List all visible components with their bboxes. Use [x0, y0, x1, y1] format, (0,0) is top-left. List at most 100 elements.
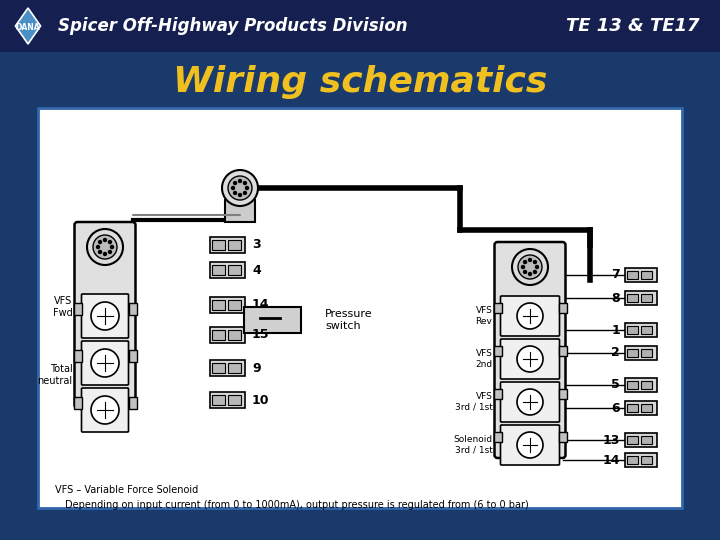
Circle shape	[87, 229, 123, 265]
FancyBboxPatch shape	[559, 432, 567, 442]
FancyBboxPatch shape	[627, 294, 638, 302]
FancyBboxPatch shape	[641, 326, 652, 334]
FancyBboxPatch shape	[228, 300, 241, 310]
FancyBboxPatch shape	[212, 395, 225, 405]
Circle shape	[243, 192, 246, 194]
FancyBboxPatch shape	[210, 297, 245, 313]
FancyBboxPatch shape	[210, 262, 245, 278]
Circle shape	[96, 246, 99, 248]
Circle shape	[521, 266, 524, 268]
Circle shape	[104, 239, 107, 241]
FancyBboxPatch shape	[0, 0, 720, 52]
Text: 8: 8	[611, 292, 620, 305]
Circle shape	[528, 273, 531, 275]
FancyBboxPatch shape	[641, 271, 652, 279]
FancyBboxPatch shape	[625, 433, 657, 447]
FancyBboxPatch shape	[128, 303, 137, 315]
Circle shape	[523, 271, 526, 273]
FancyBboxPatch shape	[559, 389, 567, 399]
Text: 14: 14	[252, 299, 269, 312]
FancyBboxPatch shape	[627, 381, 638, 389]
FancyBboxPatch shape	[38, 108, 682, 508]
Circle shape	[91, 349, 119, 377]
Text: VFS
2nd: VFS 2nd	[475, 349, 492, 369]
FancyBboxPatch shape	[210, 392, 245, 408]
FancyBboxPatch shape	[228, 265, 241, 275]
Text: 4: 4	[252, 264, 261, 276]
Text: VFS
Rev: VFS Rev	[476, 306, 492, 326]
FancyBboxPatch shape	[625, 346, 657, 360]
Text: 15: 15	[252, 328, 269, 341]
FancyBboxPatch shape	[627, 436, 638, 444]
Circle shape	[517, 432, 543, 458]
FancyBboxPatch shape	[625, 378, 657, 392]
Text: 10: 10	[252, 394, 269, 407]
FancyBboxPatch shape	[212, 330, 225, 340]
Text: Solenoid
3rd / 1st: Solenoid 3rd / 1st	[454, 435, 492, 455]
FancyBboxPatch shape	[210, 237, 245, 253]
Circle shape	[222, 170, 258, 206]
Circle shape	[109, 240, 112, 244]
FancyBboxPatch shape	[627, 326, 638, 334]
Circle shape	[233, 192, 237, 194]
Circle shape	[238, 179, 241, 183]
FancyBboxPatch shape	[225, 200, 255, 222]
Circle shape	[523, 261, 526, 264]
Text: Spicer Off-Highway Products Division: Spicer Off-Highway Products Division	[58, 17, 408, 35]
FancyBboxPatch shape	[495, 242, 565, 458]
Circle shape	[238, 193, 241, 197]
FancyBboxPatch shape	[625, 401, 657, 415]
FancyBboxPatch shape	[627, 404, 638, 412]
FancyBboxPatch shape	[493, 303, 502, 313]
FancyBboxPatch shape	[128, 397, 137, 409]
Circle shape	[232, 186, 235, 190]
FancyBboxPatch shape	[627, 271, 638, 279]
Text: VFS
Fwd: VFS Fwd	[53, 296, 73, 318]
FancyBboxPatch shape	[493, 432, 502, 442]
FancyBboxPatch shape	[641, 349, 652, 357]
Text: 7: 7	[611, 268, 620, 281]
Circle shape	[233, 181, 237, 185]
FancyBboxPatch shape	[73, 303, 81, 315]
Text: 6: 6	[611, 402, 620, 415]
FancyBboxPatch shape	[625, 291, 657, 305]
Text: VFS – Variable Force Solenoid: VFS – Variable Force Solenoid	[55, 485, 198, 495]
FancyBboxPatch shape	[73, 397, 81, 409]
FancyBboxPatch shape	[244, 307, 301, 333]
FancyBboxPatch shape	[625, 323, 657, 337]
FancyBboxPatch shape	[493, 389, 502, 399]
FancyBboxPatch shape	[627, 349, 638, 357]
Circle shape	[104, 253, 107, 255]
FancyBboxPatch shape	[228, 363, 241, 373]
FancyBboxPatch shape	[641, 404, 652, 412]
Text: 2: 2	[611, 347, 620, 360]
FancyBboxPatch shape	[641, 294, 652, 302]
Circle shape	[246, 186, 248, 190]
Text: Pressure
switch: Pressure switch	[325, 309, 373, 331]
FancyBboxPatch shape	[228, 395, 241, 405]
FancyBboxPatch shape	[641, 381, 652, 389]
FancyBboxPatch shape	[559, 346, 567, 356]
FancyBboxPatch shape	[212, 300, 225, 310]
Circle shape	[99, 251, 102, 253]
Circle shape	[512, 249, 548, 285]
Circle shape	[91, 302, 119, 330]
FancyBboxPatch shape	[81, 341, 128, 385]
FancyBboxPatch shape	[228, 330, 241, 340]
Text: TE 13 & TE17: TE 13 & TE17	[567, 17, 700, 35]
Circle shape	[243, 181, 246, 185]
Circle shape	[228, 176, 252, 200]
Text: DANA: DANA	[16, 23, 40, 31]
Circle shape	[517, 303, 543, 329]
FancyBboxPatch shape	[212, 265, 225, 275]
FancyBboxPatch shape	[559, 303, 567, 313]
FancyBboxPatch shape	[500, 382, 559, 422]
Text: Total
neutral: Total neutral	[37, 364, 73, 386]
FancyBboxPatch shape	[81, 294, 128, 338]
Text: 13: 13	[603, 434, 620, 447]
FancyBboxPatch shape	[74, 222, 135, 408]
Circle shape	[534, 261, 536, 264]
Text: Depending on input current (from 0 to 1000mA), output pressure is regulated from: Depending on input current (from 0 to 10…	[65, 500, 528, 510]
Circle shape	[93, 235, 117, 259]
Circle shape	[534, 271, 536, 273]
